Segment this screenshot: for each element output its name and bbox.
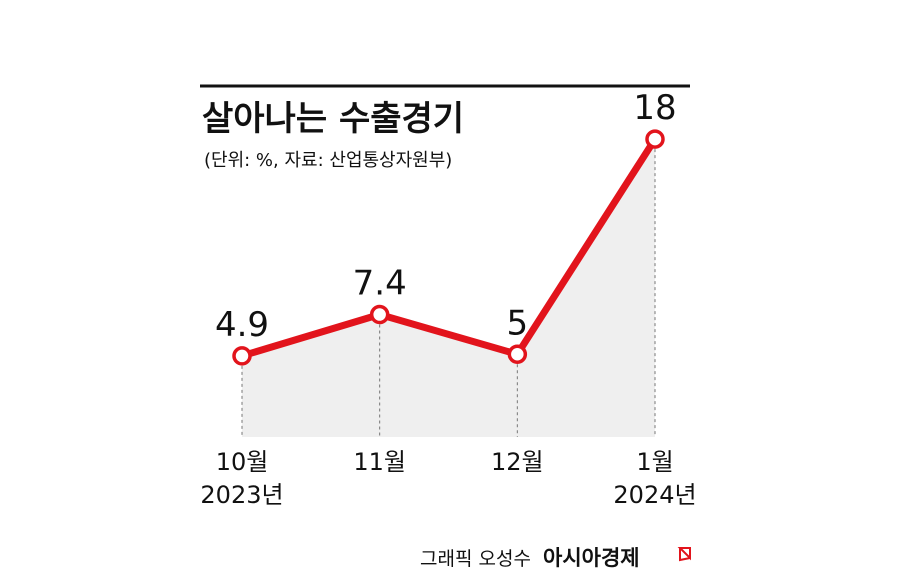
value-label: 4.9 <box>215 305 269 345</box>
data-point <box>232 346 252 366</box>
value-label: 18 <box>633 88 676 128</box>
x-tick-year-label: 2023년 <box>200 481 283 509</box>
chart-title: 살아나는 수출경기 <box>202 99 464 139</box>
area-fill <box>242 139 655 437</box>
plot-area: 4.9 7.4 5 18 10월 2023년 11월 12월 1월 2024년 <box>200 88 696 509</box>
data-point <box>369 304 390 325</box>
x-tick-label: 1월 <box>636 448 673 476</box>
x-tick-label: 10월 <box>216 448 269 476</box>
x-tick-year-label: 2024년 <box>613 481 696 509</box>
x-tick-label: 11월 <box>353 448 406 476</box>
guide-lines <box>241 149 656 437</box>
series-line <box>238 135 659 360</box>
x-axis-labels: 10월 2023년 11월 12월 1월 2024년 <box>200 448 696 509</box>
brand-mark-icon <box>677 547 691 562</box>
chart-subtitle: (단위: %, 자료: 산업통상자원부) <box>204 150 452 171</box>
value-labels: 4.9 7.4 5 18 <box>215 88 677 345</box>
data-point <box>507 344 528 364</box>
point-markers <box>232 129 665 366</box>
value-label: 5 <box>507 303 529 343</box>
value-label: 7.4 <box>353 264 407 304</box>
x-tick-label: 12월 <box>491 448 544 476</box>
credit-label: 그래픽 오성수 <box>420 548 531 570</box>
data-point <box>645 129 665 149</box>
brand-logo: 아시아경제 <box>543 546 640 570</box>
